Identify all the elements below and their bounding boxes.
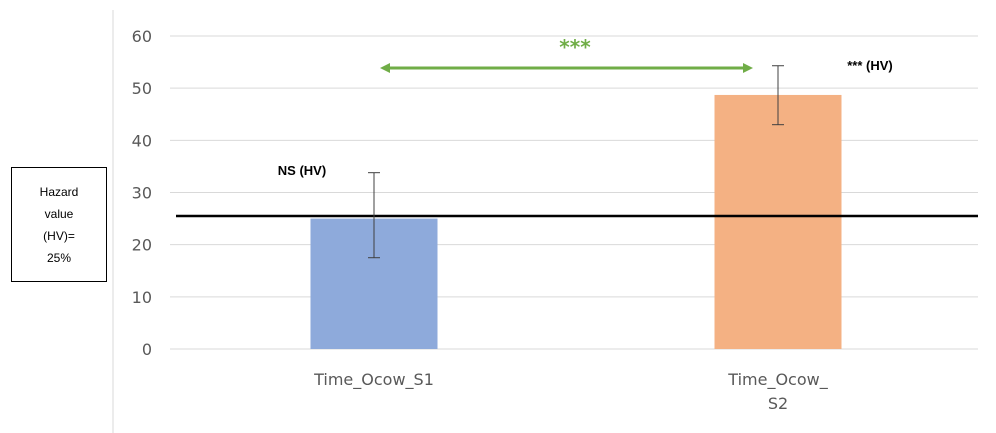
y-tick-labels: 0 10 20 30 40 50 60 (132, 27, 152, 359)
hazard-value-box: Hazard value (HV)= 25% (11, 167, 107, 282)
x-tick-label-2: Time_Ocow_ S2 (727, 370, 828, 413)
x-tick-label-line: S2 (768, 394, 788, 413)
bar1-annotation: NS (HV) (278, 163, 326, 178)
y-tick-label: 40 (132, 131, 152, 150)
gridlines (170, 35, 978, 350)
bars (310, 94, 842, 349)
y-tick-label: 50 (132, 79, 152, 98)
error-bars (368, 65, 784, 259)
x-tick-label-1: Time_Ocow_S1 (313, 370, 434, 390)
comparison-significance: *** (559, 35, 591, 59)
y-tick-label: 30 (132, 184, 152, 203)
hazard-line-3: (HV)= (43, 228, 75, 243)
x-tick-label-line: Time_Ocow_S1 (313, 370, 434, 390)
y-tick-label: 20 (132, 236, 152, 255)
y-tick-label: 60 (132, 27, 152, 46)
hazard-line-2: value (44, 206, 74, 221)
bar-2 (714, 94, 842, 349)
y-tick-label: 10 (132, 288, 152, 307)
hazard-line-1: Hazard (39, 184, 79, 199)
bar2-annotation: *** (HV) (847, 58, 893, 73)
x-tick-label-line: Time_Ocow_ (727, 370, 828, 390)
hazard-line-4: 25% (46, 250, 72, 265)
y-tick-label: 0 (142, 340, 152, 359)
x-tick-labels: Time_Ocow_S1 Time_Ocow_ S2 (313, 370, 829, 413)
